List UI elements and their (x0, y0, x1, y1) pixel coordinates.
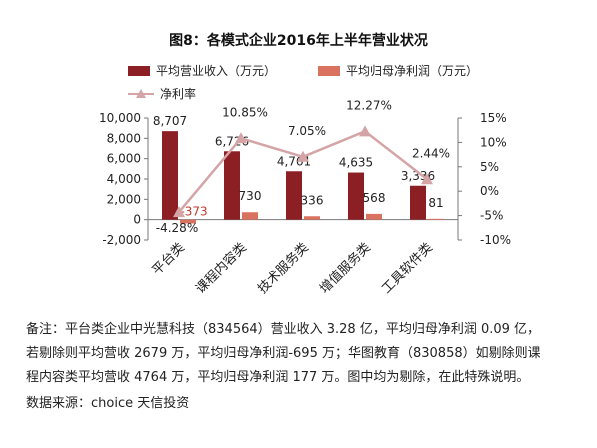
bar-revenue (410, 185, 426, 220)
y-left-tick-label: 6,000 (107, 152, 141, 166)
category-label: 工具软件类 (379, 240, 436, 297)
line-point-marker (297, 150, 309, 162)
bar-profit-label: 336 (301, 193, 324, 207)
bar-revenue-label: 8,707 (153, 114, 187, 128)
y-right-tick-label: 10% (480, 135, 507, 149)
bar-profit (180, 219, 196, 224)
legend-item-profit: 平均归母净利润（万元） (318, 62, 478, 79)
line-point-marker (359, 125, 371, 137)
note-line-3: 程内容类平均营收 4764 万，平均归母净利润 177 万。图中均为剔除，在此特… (26, 370, 530, 385)
y-left-tick-label: 4,000 (107, 172, 141, 186)
y-left-tick-label: 0 (133, 213, 141, 227)
line-point-label: 7.05% (288, 124, 326, 138)
bar-profit (428, 218, 444, 220)
line-point-label: 2.44% (412, 146, 450, 160)
y-left-tick-label: 8,000 (107, 131, 141, 145)
y-left-tick-label: 2,000 (107, 192, 141, 206)
combo-chart: -2,000 0 2,000 4,000 6,000 8,000 10,000 -10% -5%… (99, 98, 511, 297)
bar-revenue (162, 131, 178, 220)
legend-swatch-rate (128, 88, 154, 99)
category-label: 课程内容类 (193, 240, 250, 297)
category-label: 平台类 (150, 240, 188, 278)
y-right-tick-label: -10% (480, 233, 511, 247)
legend-swatch-profit (318, 65, 340, 76)
category-label: 技术服务类 (255, 240, 312, 297)
legend-label-profit: 平均归母净利润（万元） (346, 64, 479, 78)
line-point-marker (421, 173, 433, 185)
line-point-label: -4.28% (156, 221, 198, 235)
source-line: 数据来源：choice 天信投资 (26, 396, 190, 411)
legend-label-revenue: 平均营业收入（万元） (156, 64, 277, 78)
bar-profit (366, 213, 382, 220)
y-left-tick-label: -2,000 (102, 233, 141, 247)
bar-revenue (224, 151, 240, 220)
bar-profit (304, 216, 320, 220)
legend-item-revenue: 平均营业收入（万元） (128, 62, 276, 79)
bar-profit-label: -373 (180, 204, 207, 218)
legend-swatch-revenue (128, 65, 150, 76)
bar-profit-label: 568 (363, 191, 386, 205)
y-right-tick-label: 0% (480, 184, 499, 198)
y-left-tick-label: 10,000 (99, 111, 141, 125)
bar-profit-label: 730 (239, 189, 262, 203)
y-right-tick-label: 15% (480, 111, 507, 125)
bar-revenue-label: 4,635 (339, 156, 373, 170)
line-point-label: 10.85% (222, 105, 268, 119)
y-right-tick-label: 5% (480, 160, 499, 174)
line-point-marker (235, 132, 247, 144)
y-right-tick-label: -5% (480, 209, 503, 223)
note-line-1: 备注：平台类企业中光慧科技（834564）营业收入 3.28 亿，平均归母净利润… (26, 322, 541, 337)
bar-revenue (348, 172, 364, 220)
legend-label-rate: 净利率 (160, 87, 197, 101)
line-point-marker (173, 206, 185, 218)
bar-profit-label: 81 (428, 196, 443, 210)
bar-revenue (286, 171, 302, 220)
legend-item-rate: 净利率 (128, 85, 196, 102)
bar-profit (242, 212, 258, 220)
line-point-label: 12.27% (346, 98, 392, 112)
chart-title: 图8：各模式企业2016年上半年营业状况 (169, 33, 428, 49)
note-line-2: 若剔除则平均营收 2679 万，平均归母净利润-695 万；华图教育（83085… (26, 346, 541, 361)
category-label: 增值服务类 (317, 240, 374, 297)
